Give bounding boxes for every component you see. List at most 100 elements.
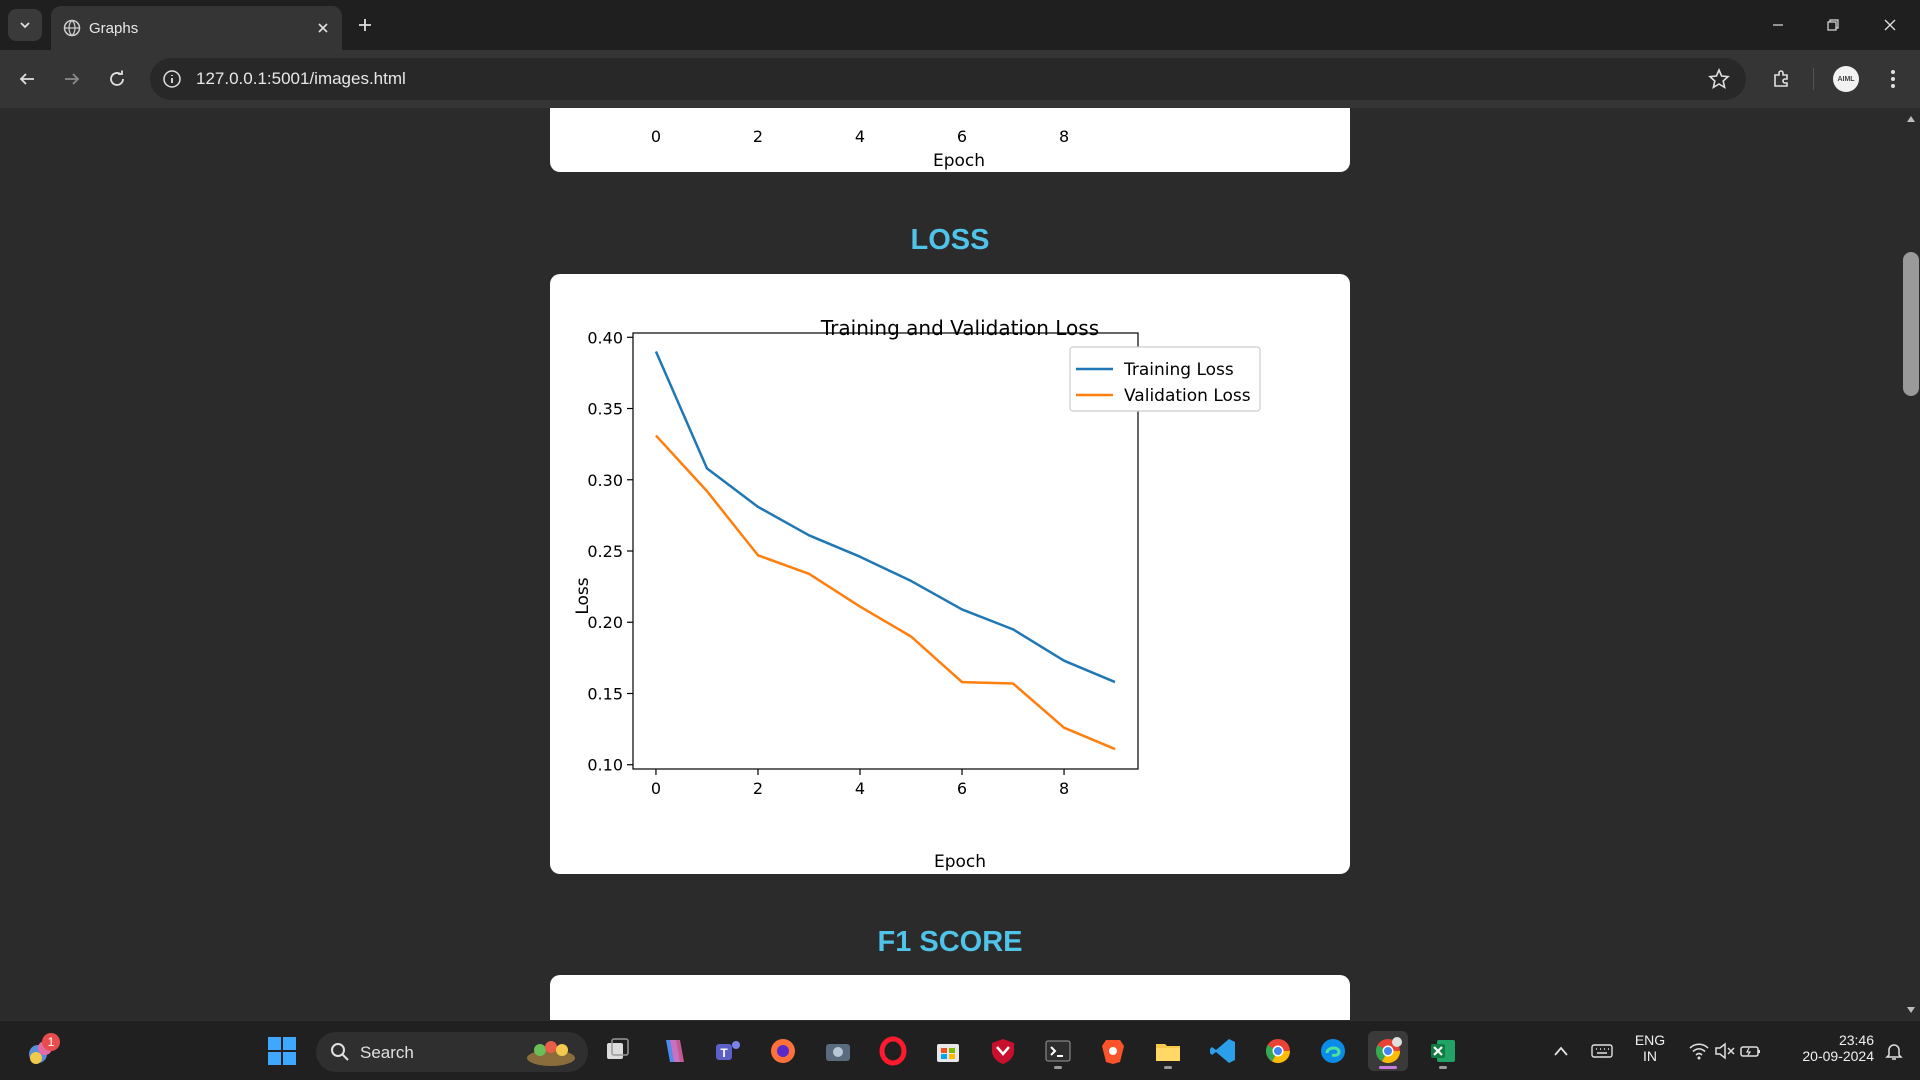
running-indicator [1164, 1066, 1172, 1069]
bookmark-star-icon[interactable] [1708, 68, 1730, 90]
show-hidden-icons-button[interactable] [1541, 1031, 1581, 1071]
x-tick-label: 0 [651, 779, 661, 798]
excel-icon [1431, 1040, 1455, 1062]
browser-toolbar: 127.0.0.1:5001/images.html [0, 50, 1920, 108]
notifications-button[interactable] [1874, 1031, 1914, 1071]
x-axis-label: Epoch [934, 852, 986, 872]
new-tab-button[interactable] [352, 12, 378, 38]
prev-x-tick-label: 0 [651, 127, 661, 146]
folder-icon [1156, 1044, 1180, 1061]
plus-icon [359, 19, 371, 31]
y-tick-label: 0.15 [587, 684, 623, 703]
chart-legend: Training Loss Validation Loss [1069, 346, 1261, 412]
copilot-button[interactable] [653, 1031, 693, 1071]
taskbar-search[interactable]: Search [316, 1032, 588, 1072]
camera-button[interactable] [818, 1031, 858, 1071]
arrow-right-icon [65, 73, 80, 85]
store-button[interactable] [928, 1031, 968, 1071]
tab-graphs[interactable]: Graphs [51, 6, 342, 50]
copilot-icon [666, 1040, 684, 1062]
vscode-button[interactable] [1203, 1031, 1243, 1071]
chevron-up-icon [1554, 1046, 1568, 1056]
brave-lion-icon [1102, 1040, 1124, 1064]
x-tick-label: 4 [855, 779, 865, 798]
firefox-button[interactable] [763, 1031, 803, 1071]
language-code: ENG [1634, 1032, 1666, 1048]
teams-button[interactable]: T [708, 1031, 748, 1071]
profile-avatar[interactable]: AIML [1833, 66, 1859, 92]
edge-icon [1321, 1039, 1345, 1063]
speaker-muted-icon [1715, 1042, 1735, 1060]
prev-x-tick-label: 6 [957, 127, 967, 146]
reload-button[interactable] [100, 62, 134, 96]
close-icon [318, 23, 328, 33]
triangle-down-icon [1907, 1007, 1915, 1013]
f1-section-title: F1 SCORE [877, 926, 1023, 958]
language-indicator[interactable]: ENG IN [1622, 1032, 1678, 1064]
scrollbar-thumb[interactable] [1903, 252, 1919, 396]
vscode-icon [1210, 1039, 1235, 1063]
tab-title: Graphs [89, 20, 139, 37]
globe-icon [63, 19, 81, 37]
wifi-icon [1689, 1043, 1709, 1060]
restore-button[interactable] [1813, 9, 1853, 41]
legend-label-training: Training Loss [1123, 360, 1234, 380]
back-button[interactable] [10, 62, 44, 96]
camera-icon [826, 1044, 850, 1061]
mcafee-shield-icon [992, 1039, 1014, 1064]
chrome-profile-button[interactable] [1368, 1031, 1408, 1071]
clock-time: 23:46 [1838, 1032, 1874, 1048]
mcafee-button[interactable] [983, 1031, 1023, 1071]
clock[interactable]: 23:46 20-09-2024 [1778, 1032, 1874, 1064]
chevron-down-icon [20, 22, 30, 29]
accuracy-chart-bottom: 0 2 4 6 8 Epoch [651, 127, 1069, 171]
scroll-up-button[interactable] [1904, 112, 1918, 126]
task-view-button[interactable] [598, 1031, 638, 1071]
x-tick-label: 2 [753, 779, 763, 798]
url-text[interactable]: 127.0.0.1:5001/images.html [196, 69, 406, 88]
y-tick-label: 0.10 [587, 756, 623, 775]
svg-text:T: T [720, 1046, 728, 1060]
tab-strip: Graphs [0, 0, 1920, 50]
edge-button[interactable] [1313, 1031, 1353, 1071]
widgets-button[interactable]: 1 [20, 1031, 60, 1071]
scroll-down-button[interactable] [1904, 1003, 1918, 1017]
page-scrollbar[interactable] [1902, 108, 1920, 1020]
minimize-button[interactable] [1758, 9, 1798, 41]
f1-chart-card [550, 975, 1350, 1020]
chrome-button[interactable] [1258, 1031, 1298, 1071]
browser-menu-button[interactable] [1876, 62, 1910, 96]
loss-chart-card: Training and Validation Loss 0.10 0.15 0.2… [550, 274, 1350, 874]
terminal-button[interactable] [1038, 1031, 1078, 1071]
terminal-icon [1045, 1040, 1071, 1062]
legend-box [1069, 346, 1261, 412]
close-icon [1884, 19, 1896, 31]
tab-close-button[interactable] [312, 17, 334, 39]
running-indicator [1054, 1066, 1062, 1069]
brave-button[interactable] [1093, 1031, 1133, 1071]
forward-button[interactable] [55, 62, 89, 96]
toolbar-divider [1813, 68, 1814, 90]
arrow-left-icon [19, 73, 34, 85]
close-window-button[interactable] [1870, 9, 1910, 41]
info-icon[interactable] [162, 69, 182, 89]
extensions-button[interactable] [1764, 62, 1798, 96]
puzzle-icon [1774, 70, 1788, 87]
address-bar[interactable]: 127.0.0.1:5001/images.html [150, 58, 1746, 100]
quick-settings-button[interactable] [1680, 1031, 1770, 1071]
tab-search-button[interactable] [8, 9, 42, 41]
search-label: Search [360, 1043, 414, 1062]
more-vertical-icon [1891, 70, 1895, 88]
accuracy-chart-card: 0 2 4 6 8 Epoch [550, 108, 1350, 172]
plot-frame [632, 332, 1139, 770]
loss-section-title: LOSS [910, 224, 990, 256]
start-button[interactable] [262, 1031, 302, 1071]
file-explorer-button[interactable] [1148, 1031, 1188, 1071]
validation-loss-line [655, 434, 1116, 751]
store-icon [937, 1044, 959, 1062]
opera-button[interactable] [873, 1031, 913, 1071]
prev-chart-xlabel: Epoch [933, 151, 985, 171]
keyboard-button[interactable] [1582, 1031, 1622, 1071]
excel-button[interactable] [1423, 1031, 1463, 1071]
chart-title: Training and Validation Loss [820, 316, 1099, 340]
